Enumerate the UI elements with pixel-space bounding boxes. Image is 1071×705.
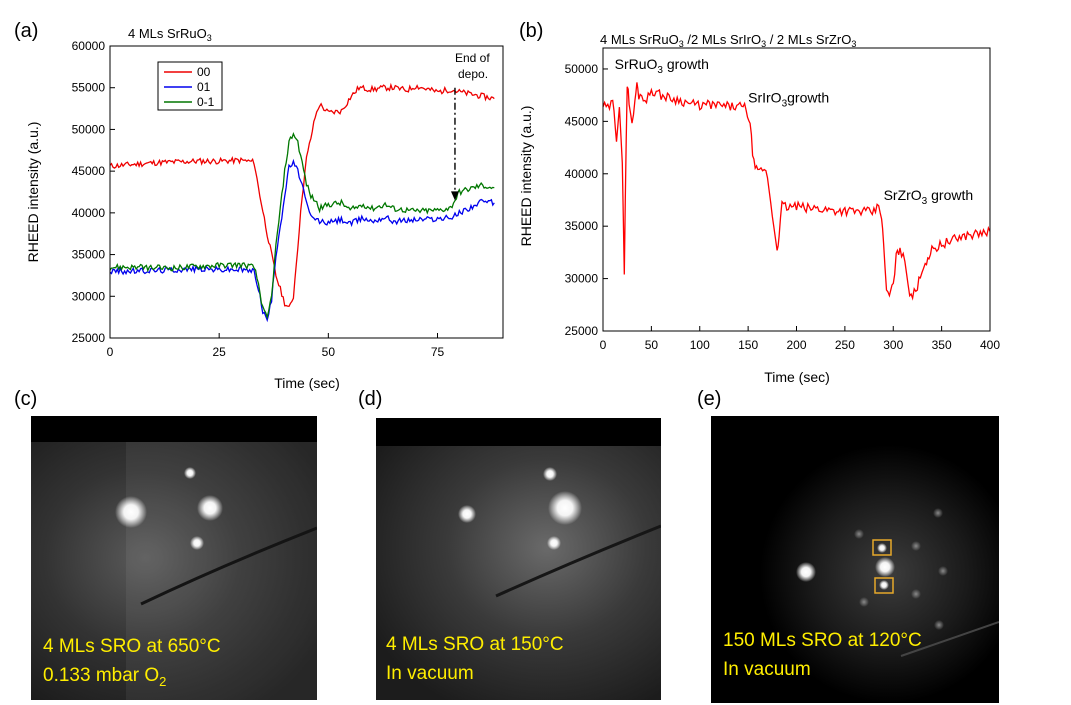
rheed-e-faint-spot	[911, 589, 921, 599]
chart-a-annotation-line1: End of	[455, 51, 490, 65]
rheed-e-faint-spot	[933, 508, 943, 518]
rheed-c-caption-line2: 0.133 mbar O2	[43, 665, 167, 689]
rheed-e-lower-spot	[879, 580, 889, 590]
rheed-e-faint-spot	[854, 529, 864, 539]
chart-b-y-axis-label: RHEED intensity (a.u.)	[520, 106, 534, 247]
panel-label-d: (d)	[358, 388, 383, 410]
legend-label-0-1: 0-1	[197, 95, 215, 109]
x-tick-label: 400	[980, 338, 1000, 352]
x-tick-label: 75	[431, 345, 445, 359]
rheed-e-highlight-box-upper	[872, 539, 892, 556]
y-tick-label: 25000	[72, 331, 106, 345]
rheed-c-specular-spot	[115, 496, 147, 528]
x-tick-label: 0	[600, 338, 607, 352]
y-tick-label: 35000	[565, 219, 599, 233]
y-tick-label: 30000	[72, 289, 106, 303]
rheed-e-faint-spot	[938, 566, 948, 576]
legend-label-01: 01	[197, 80, 211, 94]
rheed-e-faint-spot	[911, 541, 921, 551]
y-tick-label: 35000	[72, 248, 106, 262]
panel-label-c: (c)	[14, 388, 38, 410]
rheed-image-c: 4 MLs SRO at 650°C 0.133 mbar O2	[31, 416, 317, 700]
rheed-d-caption-line1: 4 MLs SRO at 150°C	[386, 634, 564, 655]
rheed-d-specular-spot	[458, 505, 476, 523]
chart-b-growth-annotation: SrRuO3 growth	[615, 56, 709, 76]
y-tick-label: 25000	[565, 324, 599, 338]
rheed-e-caption-line1: 150 MLs SRO at 120°C	[723, 630, 922, 651]
x-tick-label: 0	[107, 345, 114, 359]
rheed-d-upper-spot	[543, 467, 557, 481]
chart-b-title: 4 MLs SrRuO3 /2 MLs SrIrO3 / 2 MLs SrZrO…	[600, 32, 856, 49]
series-line-01	[109, 158, 495, 323]
chart-a-end-annotation: End of depo.	[450, 51, 490, 201]
y-tick-label: 50000	[565, 62, 599, 76]
chart-a-plot-frame	[109, 45, 504, 339]
rheed-image-d: 4 MLs SRO at 150°C In vacuum	[376, 418, 661, 700]
chart-b: 4 MLs SrRuO3 /2 MLs SrIrO3 / 2 MLs SrZrO…	[520, 32, 1000, 385]
rheed-c-main-spot	[197, 495, 223, 521]
rheed-pattern-d	[376, 418, 661, 700]
x-tick-label: 200	[786, 338, 806, 352]
rheed-image-e: 150 MLs SRO at 120°C In vacuum	[711, 416, 999, 703]
panel-label-a: (a)	[14, 20, 39, 42]
series-line-SrRuO3/SrIrO3/SrZrO3	[602, 82, 991, 301]
chart-a-annotation-arrowhead	[450, 191, 459, 201]
series-line-00	[109, 82, 495, 308]
legend-label-00: 00	[197, 65, 211, 79]
rheed-d-main-spot	[548, 491, 582, 525]
rheed-e-caption-line2: In vacuum	[723, 659, 811, 680]
x-tick-label: 100	[690, 338, 710, 352]
rheed-e-main-spot	[875, 557, 895, 577]
rheed-c-caption: 4 MLs SRO at 650°C 0.133 mbar O2	[43, 632, 221, 696]
chart-a-x-axis-label: Time (sec)	[274, 375, 340, 391]
rheed-pattern-c	[31, 416, 317, 700]
chart-b-growth-annotation: SrZrO3 growth	[884, 187, 974, 207]
chart-b-x-axis-label: Time (sec)	[764, 369, 830, 385]
x-tick-label: 150	[738, 338, 758, 352]
x-tick-label: 50	[645, 338, 659, 352]
x-tick-label: 350	[932, 338, 952, 352]
rheed-e-highlight-box-lower	[874, 577, 894, 594]
y-tick-label: 40000	[72, 206, 106, 220]
y-tick-label: 40000	[565, 167, 599, 181]
rheed-e-caption: 150 MLs SRO at 120°C In vacuum	[723, 626, 922, 684]
rheed-e-specular-spot	[796, 562, 816, 582]
rheed-c-lower-spot	[190, 536, 204, 550]
rheed-d-lower-spot	[547, 536, 561, 550]
chart-b-growth-annotation: SrIrO3growth	[748, 90, 829, 110]
x-tick-label: 25	[212, 345, 226, 359]
rheed-e-faint-spot	[934, 620, 944, 630]
y-tick-label: 50000	[72, 122, 106, 136]
rheed-e-upper-spot	[877, 543, 887, 553]
y-tick-label: 45000	[565, 114, 599, 128]
panel-label-e: (e)	[697, 388, 722, 410]
y-tick-label: 60000	[72, 39, 106, 53]
rheed-d-caption-line2: In vacuum	[386, 663, 474, 684]
rheed-pattern-e	[711, 416, 999, 703]
rheed-e-faint-spot	[859, 597, 869, 607]
y-tick-label: 45000	[72, 164, 106, 178]
rheed-c-caption-line1: 4 MLs SRO at 650°C	[43, 636, 221, 657]
rheed-c-upper-spot	[184, 467, 196, 479]
x-tick-label: 300	[883, 338, 903, 352]
chart-a-annotation-line2: depo.	[458, 67, 488, 81]
x-tick-label: 250	[835, 338, 855, 352]
rheed-d-caption: 4 MLs SRO at 150°C In vacuum	[386, 630, 564, 688]
chart-a: 4 MLs SrRuO3 0 25 50 75 25000 30000 35000 40000…	[25, 26, 504, 391]
y-tick-label: 30000	[565, 272, 599, 286]
series-line-0-1	[109, 131, 495, 320]
chart-a-title: 4 MLs SrRuO3	[128, 26, 212, 43]
x-tick-label: 50	[322, 345, 336, 359]
panel-label-b: (b)	[519, 20, 544, 42]
y-tick-label: 55000	[72, 81, 106, 95]
chart-a-y-axis-label: RHEED intensity (a.u.)	[25, 122, 41, 263]
